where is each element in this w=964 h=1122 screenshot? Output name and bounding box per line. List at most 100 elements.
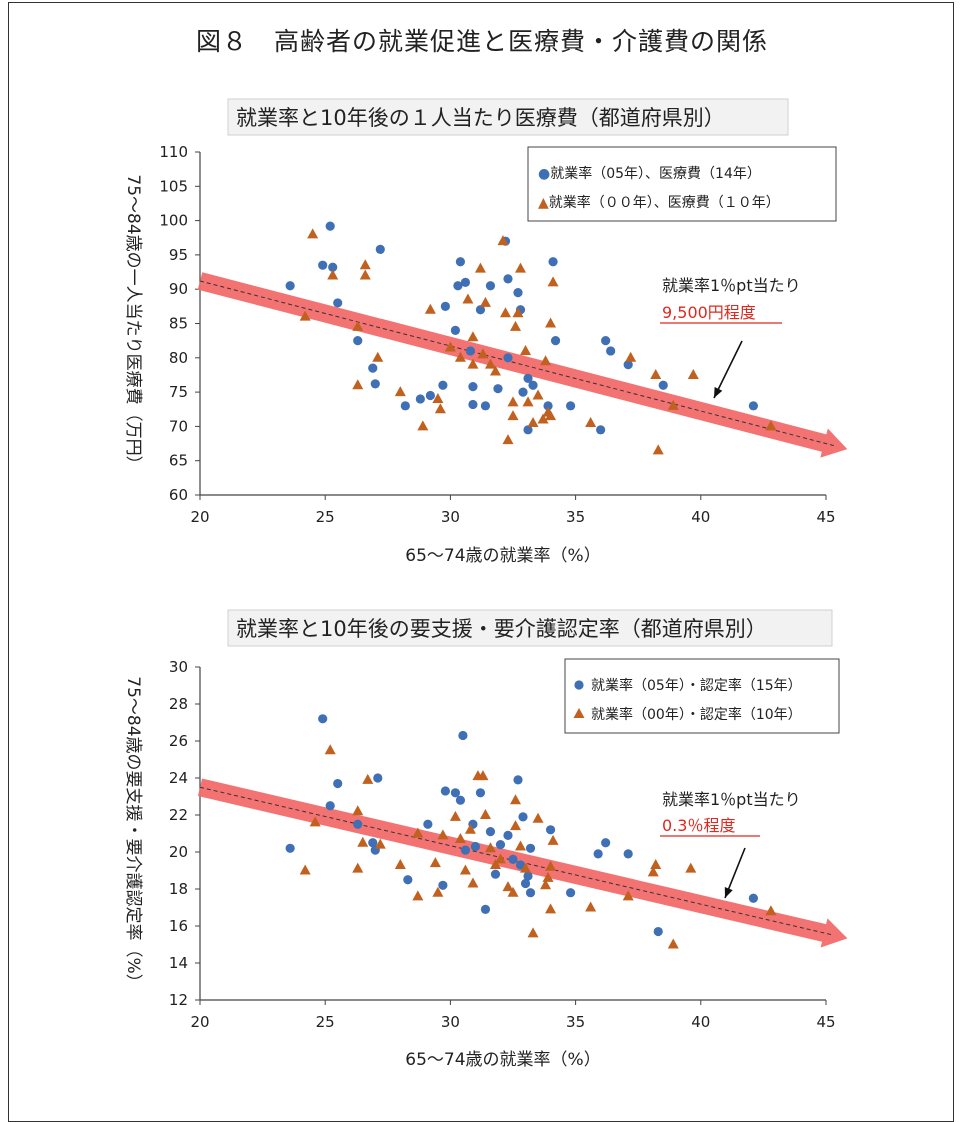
chart2-point-00 — [459, 864, 471, 875]
chart1-point-00 — [652, 444, 664, 455]
chart1-point-05 — [503, 353, 513, 363]
chart2-point-00 — [394, 858, 406, 869]
chart2-point-00 — [667, 938, 679, 949]
chart1-legend-label: ●就業率（05年）、医療費（14年） — [538, 165, 761, 182]
chart2-point-05 — [508, 854, 518, 864]
chart2-point-00 — [547, 834, 559, 845]
chart1-point-05 — [658, 380, 668, 390]
chart2-point-00 — [412, 890, 424, 901]
chart2-legend-marker-circle — [574, 680, 584, 690]
chart2-point-05 — [518, 812, 528, 822]
chart-care-certification: 就業率と10年後の要支援・要介護認定率（都道府県別） 12 14 16 18 20 22 24… — [123, 609, 848, 1070]
chart1-point-05 — [333, 298, 343, 308]
chart1-point-00 — [352, 320, 364, 331]
chart2-y-tick-label: 28 — [169, 695, 188, 713]
chart1-point-05 — [440, 301, 450, 311]
chart2-point-05 — [495, 840, 506, 850]
chart2-legend-label: 就業率（05年）・認定率（15年） — [591, 677, 802, 694]
chart-medical-cost: 就業率と10年後の１人当たり医療費（都道府県別） 60 65 70 75 80 85 90 95… — [123, 98, 848, 566]
chart1-point-00 — [545, 410, 557, 421]
chart1-point-05 — [543, 401, 553, 411]
chart2-legend-label: 就業率（00年）・認定率（10年） — [591, 706, 802, 723]
chart2-y-tick-label: 16 — [169, 917, 188, 935]
chart2-y-tick-label: 14 — [169, 954, 188, 972]
chart2-point-05 — [593, 849, 603, 859]
chart1-point-00 — [352, 379, 364, 390]
chart2-point-00 — [527, 927, 539, 938]
chart2-point-05 — [601, 838, 611, 848]
chart2-point-05 — [440, 786, 450, 796]
chart1-point-05 — [475, 305, 486, 315]
chart1-point-05 — [465, 346, 476, 356]
chart2-point-05 — [318, 714, 328, 724]
chart1-point-00 — [434, 403, 446, 414]
chart2-point-05 — [333, 778, 343, 789]
chart1-point-00 — [327, 269, 339, 280]
chart1-x-tick-label: 20 — [190, 508, 209, 526]
chart1-point-05 — [325, 221, 335, 231]
chart2-point-05 — [513, 775, 523, 785]
chart1-point-05 — [503, 274, 513, 284]
chart1-y-tick-label: 105 — [159, 177, 188, 195]
chart2-point-00 — [585, 901, 597, 912]
chart1-point-00 — [454, 351, 466, 362]
chart1-y-tick-label: 100 — [159, 212, 188, 230]
chart1-point-05 — [370, 379, 380, 389]
chart1-point-00 — [474, 262, 486, 273]
chart2-title-box — [227, 609, 833, 647]
chart2-point-05 — [373, 773, 383, 783]
chart1-point-00 — [532, 389, 544, 400]
chart1-point-00 — [585, 416, 597, 427]
chart2-point-00 — [362, 773, 374, 784]
chart2-point-05 — [450, 788, 461, 798]
chart1-point-05 — [453, 281, 463, 291]
chart2-point-00 — [494, 853, 506, 864]
chart1-point-05 — [353, 336, 363, 346]
chart1-point-00 — [432, 392, 444, 403]
chart2-y-tick-label: 26 — [169, 732, 188, 750]
chart2-point-00 — [477, 770, 489, 781]
chart2-point-00 — [520, 862, 532, 873]
chart2-x-tick-label: 35 — [566, 1013, 585, 1031]
chart2-legend-box — [564, 658, 840, 734]
chart1-point-05 — [606, 346, 616, 356]
chart1-title: 就業率と10年後の１人当たり医療費（都道府県別） — [236, 106, 725, 130]
chart2-point-00 — [650, 858, 662, 869]
chart1-point-00 — [484, 358, 496, 369]
chart1-y-tick-label: 110 — [159, 143, 188, 161]
chart2-y-axis-label: 75～84歳の要支援・要介護認定率（%） — [123, 676, 143, 990]
legend-marker-glyph: ▲ — [538, 195, 549, 211]
chart1-point-00 — [502, 434, 514, 445]
chart1-point-05 — [438, 380, 448, 390]
chart1-annotation-value: 9,500円程度 — [662, 303, 756, 322]
chart2-point-00 — [545, 860, 557, 871]
chart2-point-00 — [622, 890, 634, 901]
chart1-point-05 — [460, 277, 471, 287]
chart2-point-05 — [565, 888, 576, 898]
chart1-y-tick-label: 90 — [169, 280, 188, 298]
chart1-y-tick-label: 95 — [169, 246, 188, 264]
chart2-point-00 — [357, 836, 369, 847]
chart1-point-05 — [468, 399, 478, 410]
chart1-annotation-text: 就業率1％pt当たり — [662, 276, 801, 295]
chart1-point-00 — [512, 307, 524, 318]
chart2-point-05 — [285, 843, 295, 853]
chart2-point-00 — [352, 862, 364, 873]
chart1-point-00 — [394, 386, 406, 397]
chart2-x-tick-label: 20 — [190, 1013, 209, 1031]
chart2-title: 就業率と10年後の要支援・要介護認定率（都道府県別） — [236, 617, 767, 641]
chart1-annotation-arrow-line — [713, 340, 743, 399]
chart2-point-05 — [545, 825, 556, 835]
chart1-point-05 — [455, 257, 466, 267]
chart2-annotation-arrow-head — [724, 887, 733, 898]
chart1-x-tick-label: 35 — [566, 508, 585, 526]
chart2-annotation-value: 0.3％程度 — [662, 816, 735, 835]
chart1-x-tick-label: 40 — [691, 508, 710, 526]
chart2-point-00 — [510, 820, 522, 831]
chart2-x-tick-label: 45 — [816, 1013, 835, 1031]
chart2-point-00 — [765, 905, 777, 916]
chart2-point-00 — [352, 805, 364, 816]
chart2-point-00 — [429, 857, 441, 868]
chart1-point-05 — [450, 325, 461, 335]
chart1-point-00 — [520, 344, 532, 355]
